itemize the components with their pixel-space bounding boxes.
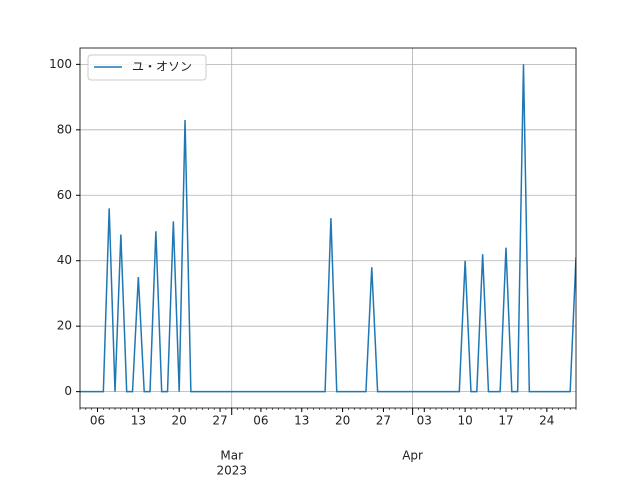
- y-tick-label: 80: [57, 122, 72, 136]
- data-line: [80, 64, 576, 393]
- x-tick-label: 10: [457, 414, 472, 428]
- x-tick-label: 20: [172, 414, 187, 428]
- x-tick-label: 13: [294, 414, 309, 428]
- x-tick-label: 27: [376, 414, 391, 428]
- y-tick-label: 0: [64, 384, 72, 398]
- x-tick-label: 06: [90, 414, 105, 428]
- y-tick-label: 40: [57, 253, 72, 267]
- y-tick-label: 20: [57, 319, 72, 333]
- x-tick-label: 24: [539, 414, 554, 428]
- legend-box: [87, 54, 207, 81]
- x-offset-label: 2023: [216, 464, 247, 478]
- y-tick-label: 100: [49, 57, 72, 71]
- x-major-tick-label: Mar: [220, 449, 243, 463]
- x-tick-label: 06: [253, 414, 268, 428]
- x-tick-label: 03: [417, 414, 432, 428]
- x-tick-label: 17: [498, 414, 513, 428]
- x-tick-label: 13: [131, 414, 146, 428]
- legend-label: ユ・オソン: [132, 60, 192, 74]
- axes-frame: [79, 47, 577, 409]
- x-major-tick-label: Apr: [402, 449, 423, 463]
- y-tick-label: 60: [57, 188, 72, 202]
- x-tick-label: 27: [212, 414, 227, 428]
- x-tick-label: 20: [335, 414, 350, 428]
